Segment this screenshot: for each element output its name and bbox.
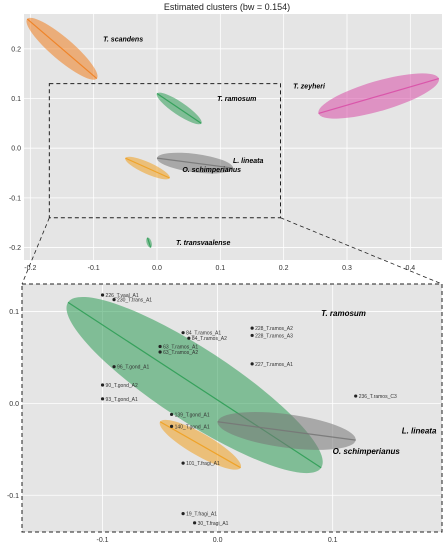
sample-point-label: 227_T.ramos_A1 [255,362,293,368]
y-tick-label: 0.1 [11,96,21,103]
x-tick-label: 0.4 [405,265,415,272]
sample-point-label: 140_T.gond_A1 [175,424,210,430]
sample-point [112,365,116,369]
chart-title: Estimated clusters (bw = 0.154) [164,2,290,12]
sample-point [193,521,197,525]
sample-point [158,350,162,354]
x-tick-label: 0.1 [328,537,338,544]
zoom-connector-lines [21,217,443,285]
sample-point-label: 63_T.ramos_A2 [163,350,198,356]
zoom-connector-right [280,217,443,285]
cluster-annotation-label: T. ramosum [321,309,366,318]
zoom-region-box [48,83,282,219]
sample-point-label: 236_T.ramos_C3 [359,394,397,400]
cluster-layer [26,17,439,248]
zoom-panel-frame [21,283,443,533]
cluster-annotation-label: L. lineata [233,158,263,165]
zoom-connector-left [21,217,50,285]
axis-ticks: -0.1 0.0 0.1 0.1 0.0 -0.1 [7,309,338,544]
cluster-annotation-label: O. schimperianus [333,447,401,456]
sample-point-label: 84_T.ramos_A1 [186,331,221,337]
x-tick-label: -0.1 [88,265,100,272]
sample-point-label: 84_T.ramos_A2 [192,336,227,342]
sample-point [100,293,105,297]
x-tick-label: 0.3 [342,265,352,272]
y-tick-label: 0.0 [11,146,21,153]
x-tick-label: 0.0 [152,265,162,272]
sample-point [181,461,185,465]
sample-point-label: 228_T.ramos_A3 [255,333,293,339]
cluster-annotation-label: T. transvaalense [176,240,230,247]
sample-point-label: 96_T.gond_A1 [117,365,149,371]
sample-point-label: 93_T.gond_A1 [106,397,138,403]
sample-point [354,394,358,398]
sample-point [250,326,254,330]
cluster-annotation-label: L. lineata [402,427,437,436]
overview-panel: T. scandens T. ramosum T. zeyheri L. lineat… [9,14,442,272]
y-tick-label: -0.1 [7,493,19,500]
sample-point-label: 90_T.gond_A2 [106,383,138,389]
cluster-annotation-label: T. scandens [103,36,143,43]
axis-ticks: -0.2 -0.1 0.0 0.1 0.2 0.3 0.4 0.2 0.1 0.0 -0.1 -0.2 [9,46,415,272]
sample-point [250,362,254,366]
cluster-annotations: T. ramosum L. lineata O. schimperianus [321,309,437,456]
sample-point-label: 139_T.gond_A1 [175,412,210,418]
sample-point-label: 101_T.fragi_A1 [186,461,220,467]
cluster-annotation-label: T. ramosum [217,96,256,103]
cluster-layer [66,296,356,474]
y-tick-label: 0.0 [9,401,19,408]
plot-background [24,14,442,260]
sample-point [100,397,105,401]
cluster-axis-line [156,157,234,169]
cluster-axis-line [26,18,98,80]
sample-point [169,424,174,428]
sample-point [112,298,116,302]
y-tick-label: -0.2 [9,245,21,252]
cluster-annotations: T. scandens T. ramosum T. zeyheri L. lineat… [103,36,326,247]
x-tick-label: 0.2 [279,265,289,272]
cluster-axis-line [146,237,152,248]
x-tick-label: -0.2 [24,265,36,272]
cluster-axis-line [159,421,241,469]
sample-point-label: 230_T.trans_A1 [117,298,152,304]
cluster-axis-line [125,157,170,179]
sample-point [187,336,191,340]
sample-point [100,383,105,387]
cluster-axis-line [318,78,439,114]
sample-point-label: 19_T.fragi_A1 [186,512,217,518]
sample-point [181,331,185,335]
sample-point [181,512,185,516]
sample-point-label: 226_T.vaal_A1 [106,293,139,299]
x-tick-label: 0.1 [215,265,225,272]
x-tick-label: -0.1 [97,537,109,544]
cluster-axis-line [156,93,202,124]
x-tick-label: 0.0 [213,537,223,544]
y-tick-label: -0.1 [9,195,21,202]
cluster-annotation-label: T. zeyheri [293,84,326,91]
sample-point [169,412,174,417]
cluster-annotation-label: O. schimperianus [182,167,241,174]
y-tick-label: 0.1 [9,309,19,316]
y-tick-label: 0.2 [11,46,21,53]
cluster-axis-line [217,421,356,441]
sample-point-label: 228_T.ramos_A2 [255,326,293,332]
sample-point-label: 63_T.ramos_A1 [163,344,198,350]
sample-point-label: 30_T.fragi_A1 [198,521,229,527]
sample-point [250,333,254,338]
sample-point [158,344,162,349]
